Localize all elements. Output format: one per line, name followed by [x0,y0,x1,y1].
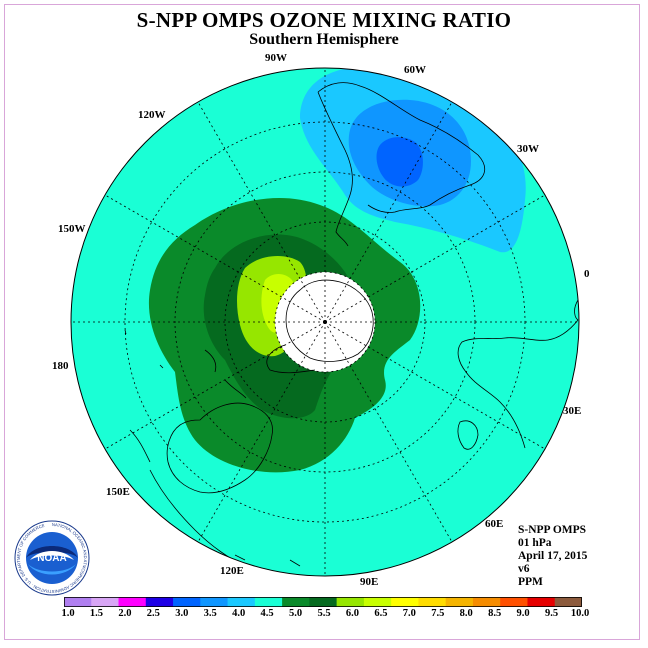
colorbar-tick-label: 7.0 [402,608,416,619]
info-block: S-NPP OMPS 01 hPa April 17, 2015 v6 PPM [518,524,587,589]
colorbar-tick-label: 6.5 [374,608,388,619]
colorbar-segment [445,597,474,607]
lon-label-90w: 90W [265,52,287,64]
noaa-logo-text: NOAA [37,553,66,564]
lon-label-180: 180 [52,360,69,372]
colorbar-segment [200,597,229,607]
map-subtitle: Southern Hemisphere [249,31,399,48]
colorbar [64,597,582,607]
colorbar-segment [336,597,365,607]
info-version: v6 [518,563,530,575]
info-units: PPM [518,576,543,588]
colorbar-tick-label: 8.5 [488,608,502,619]
coast-south-america [317,82,486,247]
contour-3-0 [376,137,423,187]
colorbar-tick-label: 2.5 [146,608,160,619]
lon-label-150w: 150W [58,223,86,235]
colorbar-segment [282,597,310,607]
colorbar-tick-label: 6.0 [345,608,359,619]
colorbar-segment [145,597,174,607]
colorbar-segment [91,597,120,607]
colorbar-segment [527,597,556,607]
info-pressure: 01 hPa [518,537,552,549]
figure-frame [4,4,640,640]
lon-label-30w: 30W [517,143,539,155]
colorbar-segment [500,597,528,607]
colorbar-tick-label: 10.0 [570,608,590,619]
noaa-logo: NOAA NATIONAL OCEANIC AND ATMOSPHERIC AD… [14,520,90,596]
lon-label-0: 0 [584,268,590,280]
coast-australia [166,402,273,494]
coast-islands [124,329,301,567]
info-instrument: S-NPP OMPS [518,524,587,536]
colorbar-tick-label: 5.0 [288,608,303,619]
colorbar-tick-label: 2.0 [118,608,132,619]
colorbar-segment [254,597,283,607]
colorbar-segment [418,597,447,607]
colorbar-segment [173,597,201,607]
colorbar-tick-label: 7.5 [431,608,445,619]
graticule [71,68,579,576]
lon-label-60w: 60W [404,64,426,76]
map-title: S-NPP OMPS OZONE MIXING RATIO [136,8,512,32]
colorbar-tick-label: 4.0 [232,608,246,619]
lon-label-60e: 60E [485,518,504,530]
colorbar-segment [363,597,392,607]
coast-madagascar [457,420,479,450]
lon-label-30e: 30E [563,405,582,417]
coast-antarctica [266,279,374,374]
coast-africa [457,299,579,449]
lon-label-120e: 120E [220,565,244,577]
colorbar-tick-label: 3.5 [203,608,217,619]
lon-label-90e: 90E [360,576,379,588]
colorbar-segment [309,597,338,607]
colorbar-tick-label: 8.0 [459,608,473,619]
colorbar-ticks: 1.0 1.5 2.0 2.5 3.0 3.5 4.0 4.5 5.0 5.5 6.0 6.5 7.0 7… [0,608,648,622]
colorbar-tick-label: 3.0 [175,608,189,619]
coastlines [124,82,579,576]
colorbar-segment [554,597,582,607]
colorbar-tick-label: 5.5 [317,608,331,619]
colorbar-segment [118,597,147,607]
lon-label-120w: 120W [138,109,166,121]
colorbar-tick-label: 4.5 [260,608,274,619]
colorbar-segment [472,597,501,607]
colorbar-tick-label: 9.5 [544,608,559,619]
colorbar-segment [227,597,256,607]
info-date: April 17, 2015 [518,550,588,562]
colorbar-segment [391,597,419,607]
map-boundary [70,67,580,577]
colorbar-tick-label: 1.5 [89,608,103,619]
lon-label-150e: 150E [106,486,130,498]
colorbar-segment [64,597,92,607]
colorbar-tick-label: 1.0 [61,608,75,619]
colorbar-tick-label: 9.0 [516,608,530,619]
coast-new-zealand [204,349,247,399]
